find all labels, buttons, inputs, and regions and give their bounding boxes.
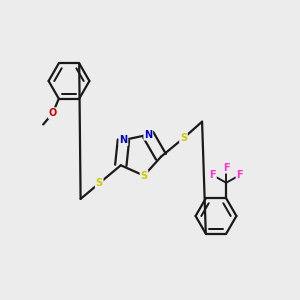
Text: N: N — [144, 130, 152, 140]
Text: S: S — [180, 133, 187, 143]
Text: F: F — [223, 163, 230, 173]
Text: N: N — [119, 135, 128, 145]
Text: S: S — [140, 171, 148, 181]
Text: S: S — [96, 178, 103, 188]
Text: F: F — [236, 170, 243, 180]
Text: O: O — [49, 108, 57, 118]
Text: F: F — [209, 170, 216, 180]
